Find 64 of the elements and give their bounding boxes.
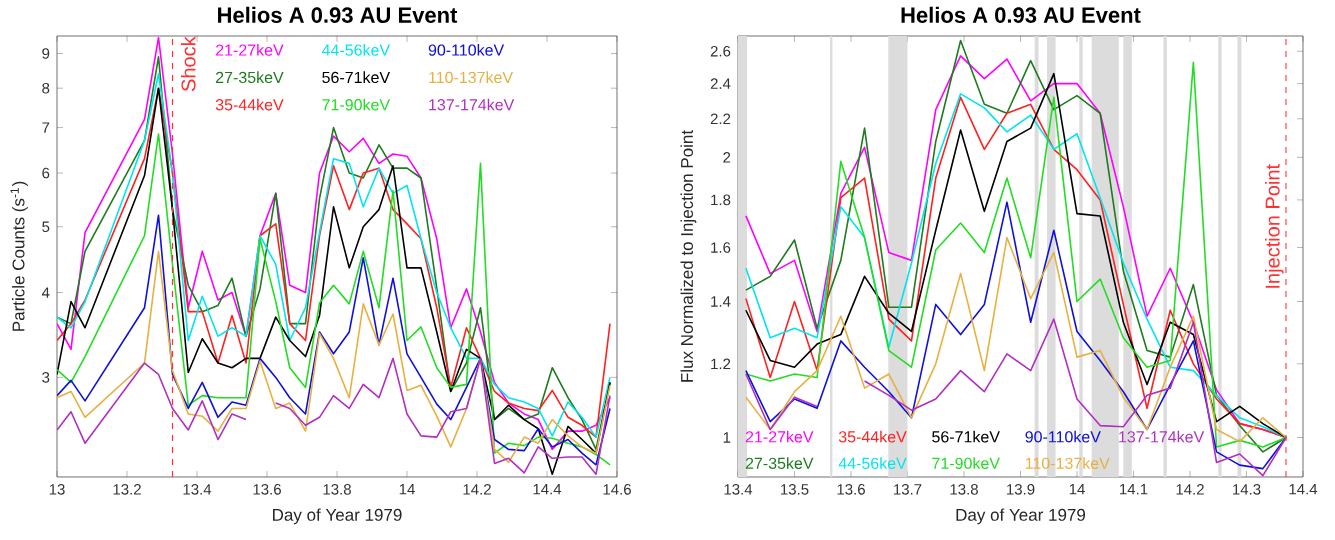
y-tick-label: 1.4 [711, 296, 731, 307]
x-tick-label: 14.2 [1176, 484, 1204, 495]
text: 56-71keV [322, 71, 391, 84]
y-tick-label: 2.4 [710, 78, 731, 89]
x-tick-label: 13 [49, 484, 65, 495]
y-tick-label: 9 [42, 48, 50, 59]
text: 27-35keV [216, 71, 284, 84]
text: 44-56keV [838, 457, 907, 469]
text: 35-44keV [838, 430, 907, 443]
x-tick-label: 14.6 [603, 484, 631, 495]
text: 110-137keV [1025, 457, 1110, 469]
x-axis-title: Day of Year 1979 [956, 508, 1086, 525]
x-tick-label: 14.4 [533, 484, 562, 495]
text: 110-137keV [429, 71, 514, 84]
text: 21-27keV [216, 43, 284, 56]
y-tick-label: 6 [42, 167, 50, 179]
text: 35-44keV [215, 98, 284, 111]
y-tick-label: 4 [41, 287, 50, 298]
text: 27-35keV [745, 457, 814, 469]
x-tick-label: 14 [1069, 484, 1085, 495]
x-tick-label: 13.6 [837, 484, 865, 495]
x-tick-label: 13.4 [183, 484, 212, 495]
x-tick-label: 14.1 [1120, 484, 1148, 495]
y-tick-label: 1.2 [711, 358, 731, 370]
y-tick-label: 1 [723, 432, 731, 443]
y-tick-label: 3 [42, 372, 50, 383]
x-tick-label: 13.7 [894, 484, 922, 495]
chart-title: Helios A 0.93 AU Event [218, 6, 458, 23]
x-tick-label: 13.8 [323, 484, 351, 495]
text: 137-174keV [429, 98, 515, 111]
x-tick-label: 13.6 [253, 484, 281, 495]
x-tick-label: 14.3 [1233, 484, 1261, 495]
y-tick-label: 2.2 [710, 113, 731, 125]
text: 71-90keV [932, 457, 1000, 469]
y-axis-title: Particle Counts (s$^{-1}$) [10, 181, 28, 331]
y-tick-label: 2 [723, 152, 731, 163]
y-axis-title: Flux Normalized to Injection Point [680, 130, 697, 382]
text: 56-71keV [932, 430, 1000, 443]
chart-title: Helios A 0.93 AU Event [901, 6, 1141, 23]
y-tick-label: 1.8 [711, 194, 731, 206]
line-series [57, 214, 611, 466]
text: 21-27keV [745, 430, 814, 443]
text: 90-110keV [1025, 430, 1101, 443]
y-tick-label: 5 [42, 221, 50, 233]
x-tick-label: 13.4 [724, 484, 753, 495]
x-tick-label: 14.2 [463, 484, 491, 495]
x-tick-label: 14.4 [1289, 484, 1318, 495]
y-tick-label: 7 [42, 122, 50, 133]
x-axis-title: Day of Year 1979 [273, 508, 402, 525]
series-label: 137-174keV [1119, 430, 1205, 443]
y-tick-label: 2.6 [710, 45, 731, 57]
ref-line-label: Injection Point [1265, 164, 1284, 288]
text: 90-110keV [428, 43, 505, 56]
ref-line-label: Shock [180, 36, 196, 92]
text: 44-56keV [321, 43, 391, 56]
x-tick-label: 13.5 [781, 484, 809, 495]
x-tick-label: 13.8 [950, 484, 978, 495]
text: 71-90keV [322, 98, 391, 111]
line-series [57, 250, 611, 463]
y-tick-label: 8 [42, 82, 50, 94]
x-tick-label: 13.9 [1007, 484, 1035, 495]
x-tick-label: 14 [399, 484, 415, 495]
y-tick-label: 1.6 [711, 242, 731, 253]
x-tick-label: 13.2 [113, 484, 141, 495]
